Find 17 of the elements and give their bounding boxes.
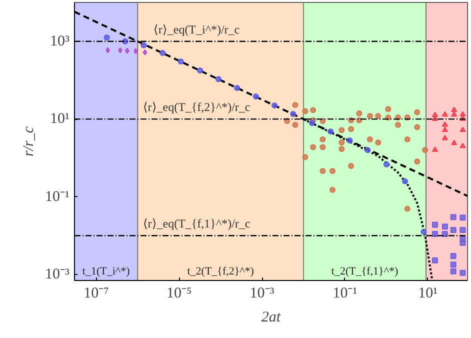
band-label: t_2(T_{f,1}^*) — [331, 266, 398, 278]
band-label: t_1(T_i^*) — [82, 266, 130, 278]
x-axis-title: 2at — [261, 310, 282, 326]
x-tick-label: 10⁻⁷ — [84, 286, 109, 302]
ref-line-label: ⟨r⟩_eq(T_i^*)/r_c — [153, 22, 240, 36]
x-tick-label: 10⁻³ — [250, 286, 275, 302]
ref-line-label: ⟨r⟩_eq(T_{f,1}^*)/r_c — [142, 216, 250, 231]
y-tick-label: 10¹ — [50, 111, 70, 128]
y-axis-title: r/r_c — [21, 126, 38, 156]
y-tick-label: 10³ — [50, 33, 70, 50]
x-tick-label: 10¹ — [418, 286, 438, 302]
y-tick-label: 10⁻¹ — [45, 188, 70, 205]
x-tick-label: 10⁻¹ — [332, 286, 358, 302]
ref-line-label: ⟨r⟩_eq(T_{f,2}^*)/r_c — [142, 100, 250, 114]
x-tick-label: 10⁻⁵ — [166, 286, 192, 302]
band-label: t_2(T_{f,2}^*) — [187, 266, 254, 278]
y-tick-label: 10⁻³ — [45, 266, 70, 282]
